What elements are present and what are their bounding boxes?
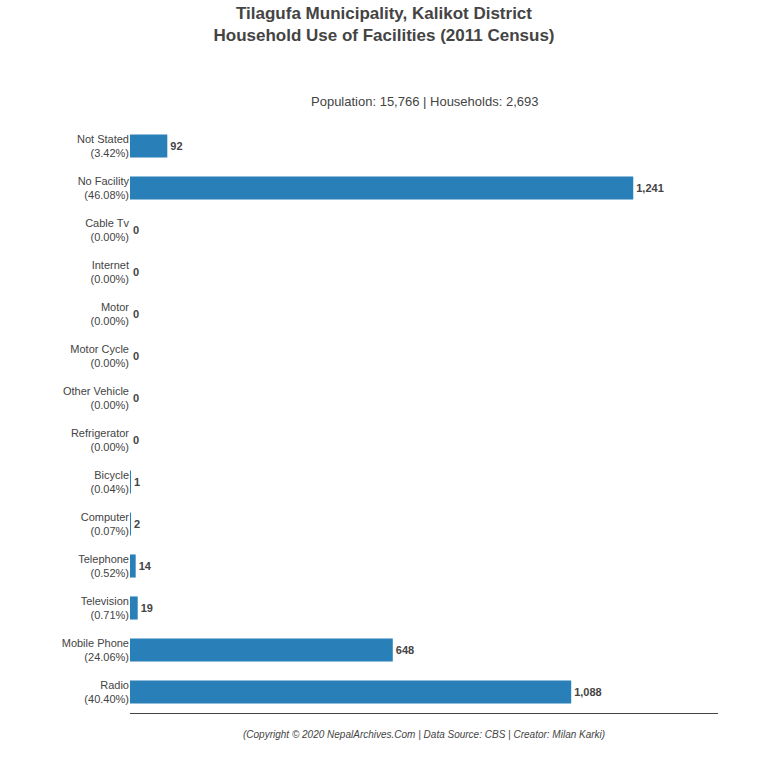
svg-text:Other Vehicle(0.00%): Other Vehicle(0.00%) xyxy=(63,385,129,411)
svg-text:Telephone(0.52%): Telephone(0.52%) xyxy=(78,553,129,579)
svg-text:Not Stated(3.42%): Not Stated(3.42%) xyxy=(77,133,129,159)
svg-text:1,241: 1,241 xyxy=(636,182,664,194)
svg-text:1,088: 1,088 xyxy=(574,686,602,698)
svg-text:Motor(0.00%): Motor(0.00%) xyxy=(90,301,129,327)
svg-text:0: 0 xyxy=(133,308,139,320)
svg-text:Radio(40.40%): Radio(40.40%) xyxy=(84,679,129,705)
svg-text:Motor Cycle(0.00%): Motor Cycle(0.00%) xyxy=(70,343,129,369)
svg-text:Mobile Phone(24.06%): Mobile Phone(24.06%) xyxy=(62,637,129,663)
svg-text:Population: 15,766 | Household: Population: 15,766 | Households: 2,693 xyxy=(311,94,538,109)
svg-text:0: 0 xyxy=(133,266,139,278)
svg-text:1: 1 xyxy=(134,476,140,488)
svg-text:2: 2 xyxy=(134,518,140,530)
svg-text:648: 648 xyxy=(396,644,414,656)
svg-text:0: 0 xyxy=(133,434,139,446)
svg-text:Internet(0.00%): Internet(0.00%) xyxy=(90,259,129,285)
svg-text:Refrigerator(0.00%): Refrigerator(0.00%) xyxy=(71,427,129,453)
svg-text:(Copyright © 2020 NepalArchive: (Copyright © 2020 NepalArchives.Com | Da… xyxy=(243,729,605,740)
svg-text:0: 0 xyxy=(133,350,139,362)
svg-text:92: 92 xyxy=(170,140,182,152)
svg-text:14: 14 xyxy=(139,560,152,572)
svg-text:Computer(0.07%): Computer(0.07%) xyxy=(81,511,130,537)
svg-text:19: 19 xyxy=(141,602,153,614)
svg-text:Tilagufa Municipality, Kalikot: Tilagufa Municipality, Kalikot DistrictH… xyxy=(213,4,554,45)
svg-text:Cable Tv(0.00%): Cable Tv(0.00%) xyxy=(85,217,129,243)
svg-text:0: 0 xyxy=(133,224,139,236)
svg-text:Bicycle(0.04%): Bicycle(0.04%) xyxy=(90,469,129,495)
svg-text:0: 0 xyxy=(133,392,139,404)
svg-text:No Facility(46.08%): No Facility(46.08%) xyxy=(78,175,130,201)
svg-text:Television(0.71%): Television(0.71%) xyxy=(81,595,129,621)
